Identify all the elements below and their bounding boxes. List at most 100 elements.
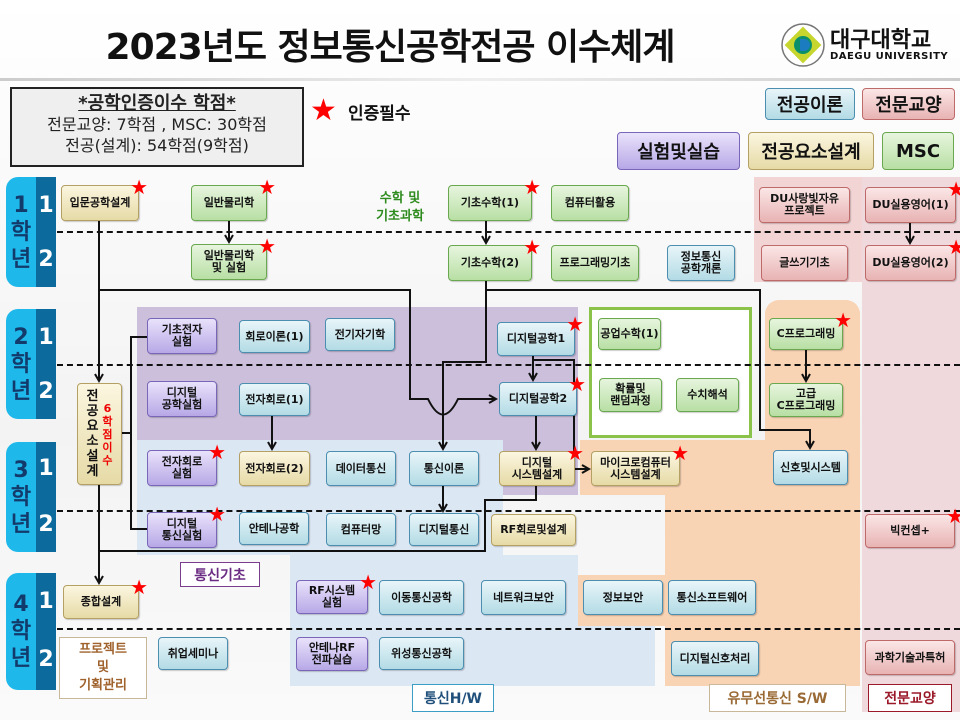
design-elective-label: 전 공 요 소 설 계: [86, 389, 99, 479]
required-star-icon: ★: [946, 504, 960, 528]
course-box[interactable]: 디지털통신: [409, 513, 479, 546]
course-box[interactable]: DU실용영어(1) ★: [865, 179, 960, 223]
course-box[interactable]: 마이크로컴퓨터 시스템설계 ★: [591, 443, 689, 486]
course-box[interactable]: 수치해석: [676, 378, 739, 412]
course-box[interactable]: 기초전자 실험: [147, 318, 217, 354]
course-box[interactable]: 디지털공학1 ★: [497, 314, 584, 356]
course-box[interactable]: 정보통신 공학개론: [667, 245, 735, 281]
connector: [99, 289, 496, 416]
course-box[interactable]: 종합설계 ★: [63, 577, 148, 619]
required-star-icon: ★: [130, 175, 148, 199]
required-star-icon: ★: [208, 502, 226, 526]
semester-divider-1: [57, 231, 960, 233]
course-box[interactable]: 정보보안: [583, 580, 663, 615]
course-label: 일반물리학: [203, 196, 255, 209]
liberal-label: 전문교양: [868, 684, 952, 712]
course-box[interactable]: 신호및시스템: [773, 450, 848, 485]
legend-design: 전공요소설계: [748, 132, 874, 170]
course-label: 네트워크보안: [493, 590, 554, 604]
course-label: 정보통신 공학개론: [680, 250, 722, 275]
course-box[interactable]: 네트워크보안: [481, 580, 566, 615]
course-box[interactable]: 통신소프트웨어: [668, 580, 756, 615]
required-star-icon: ★: [566, 441, 584, 465]
course-label: 디지털 시스템설계: [511, 455, 563, 481]
required-star-icon: ★: [947, 235, 960, 259]
course-box[interactable]: RF회로및설계: [491, 514, 576, 546]
course-box[interactable]: 공업수학(1): [598, 318, 661, 350]
course-box[interactable]: 디지털 공학실험: [147, 381, 217, 417]
course-label: DU실용영어(2): [872, 256, 949, 269]
course-box[interactable]: 이동통신공학: [379, 580, 464, 615]
course-box[interactable]: DU사랑빛자유 프로젝트: [759, 187, 850, 223]
course-box[interactable]: 안테나RF 전파실습: [296, 637, 368, 671]
required-star-icon: ★: [566, 312, 584, 336]
course-label: 정보보안: [602, 590, 644, 604]
course-label: RF시스템 실험: [308, 584, 356, 609]
course-box[interactable]: 회로이론(1): [239, 320, 310, 353]
course-box[interactable]: 전기자기학: [325, 318, 395, 351]
course-label: 확률및 랜덤과정: [610, 382, 651, 407]
course-box[interactable]: DU실용영어(2) ★: [865, 237, 960, 281]
course-label: 통신소프트웨어: [676, 590, 748, 604]
course-box[interactable]: 글쓰기기초: [761, 245, 848, 281]
course-label: 전자회로(1): [245, 392, 304, 406]
required-star-icon: ★: [671, 441, 689, 465]
course-box[interactable]: 일반물리학 및 실험 ★: [191, 236, 276, 280]
course-label: 일반물리학 및 실험: [203, 249, 255, 274]
course-box[interactable]: 빅컨셉+ ★: [865, 506, 960, 548]
project-mgmt-label: 프로젝트 및 기획관리: [59, 637, 147, 699]
course-box[interactable]: 전자회로(2): [239, 451, 310, 486]
course-label: 안테나공학: [248, 521, 300, 535]
course-label: C프로그래밍: [776, 327, 836, 340]
course-label: 공업수학(1): [600, 327, 659, 340]
course-box[interactable]: 전자회로 실험 ★: [147, 442, 226, 486]
connector: [533, 359, 575, 470]
course-label: 디지털신호처리: [679, 651, 751, 665]
legend-theory: 전공이론: [765, 88, 855, 120]
course-box[interactable]: 컴퓨터망: [326, 513, 396, 546]
course-box[interactable]: 입문공학설계 ★: [61, 177, 148, 221]
university-name-ko: 대구대학교: [830, 28, 932, 53]
course-box[interactable]: RF시스템 실험 ★: [296, 572, 377, 614]
course-box[interactable]: C프로그래밍 ★: [769, 310, 852, 350]
course-box[interactable]: 위성통신공학: [379, 637, 464, 670]
course-box[interactable]: 디지털공학2 ★: [499, 374, 586, 416]
course-box[interactable]: 디지털 통신실험 ★: [147, 504, 226, 548]
semester-divider-3: [57, 510, 960, 512]
course-box[interactable]: 통신이론: [409, 451, 479, 486]
course-box[interactable]: 프로그래밍기초: [551, 245, 639, 281]
course-box[interactable]: 고급 C프로그래밍: [769, 383, 843, 417]
connector: [99, 486, 537, 552]
course-label: 과학기술과특허: [874, 650, 946, 664]
course-label: 컴퓨터활용: [564, 196, 616, 209]
course-box[interactable]: 과학기술과특허: [865, 640, 955, 675]
required-star-icon: ★: [258, 175, 276, 199]
course-label: 빅컨셉+: [890, 524, 930, 537]
course-box[interactable]: 안테나공학: [239, 512, 309, 545]
course-label: 마이크로컴퓨터 시스템설계: [600, 455, 671, 481]
course-label: 디지털 공학실험: [161, 386, 203, 411]
course-box[interactable]: 기초수학(1) ★: [448, 177, 541, 221]
course-label: 기초수학(2): [460, 256, 520, 269]
course-box[interactable]: 디지털신호처리: [671, 641, 759, 676]
course-box[interactable]: 전자회로(1): [239, 383, 310, 416]
legend-lab: 실험및실습: [617, 132, 740, 170]
required-star-icon: ★: [523, 175, 541, 199]
course-box[interactable]: 확률및 랜덤과정: [599, 378, 662, 412]
design-elective-box[interactable]: 전 공 요 소 설 계 6 학 점 이 수: [77, 383, 122, 485]
title-divider: [0, 78, 960, 81]
course-box[interactable]: 컴퓨터활용: [551, 185, 629, 221]
course-box[interactable]: 데이터통신: [326, 451, 396, 486]
course-label: 기초수학(1): [460, 196, 520, 209]
required-star-icon: ★: [834, 308, 852, 332]
course-label: 고급 C프로그래밍: [776, 387, 836, 412]
course-box[interactable]: 취업세미나: [158, 637, 228, 670]
course-box[interactable]: 기초수학(2) ★: [448, 237, 541, 281]
course-box[interactable]: 일반물리학 ★: [191, 177, 276, 221]
course-box[interactable]: 디지털 시스템설계 ★: [499, 443, 584, 486]
